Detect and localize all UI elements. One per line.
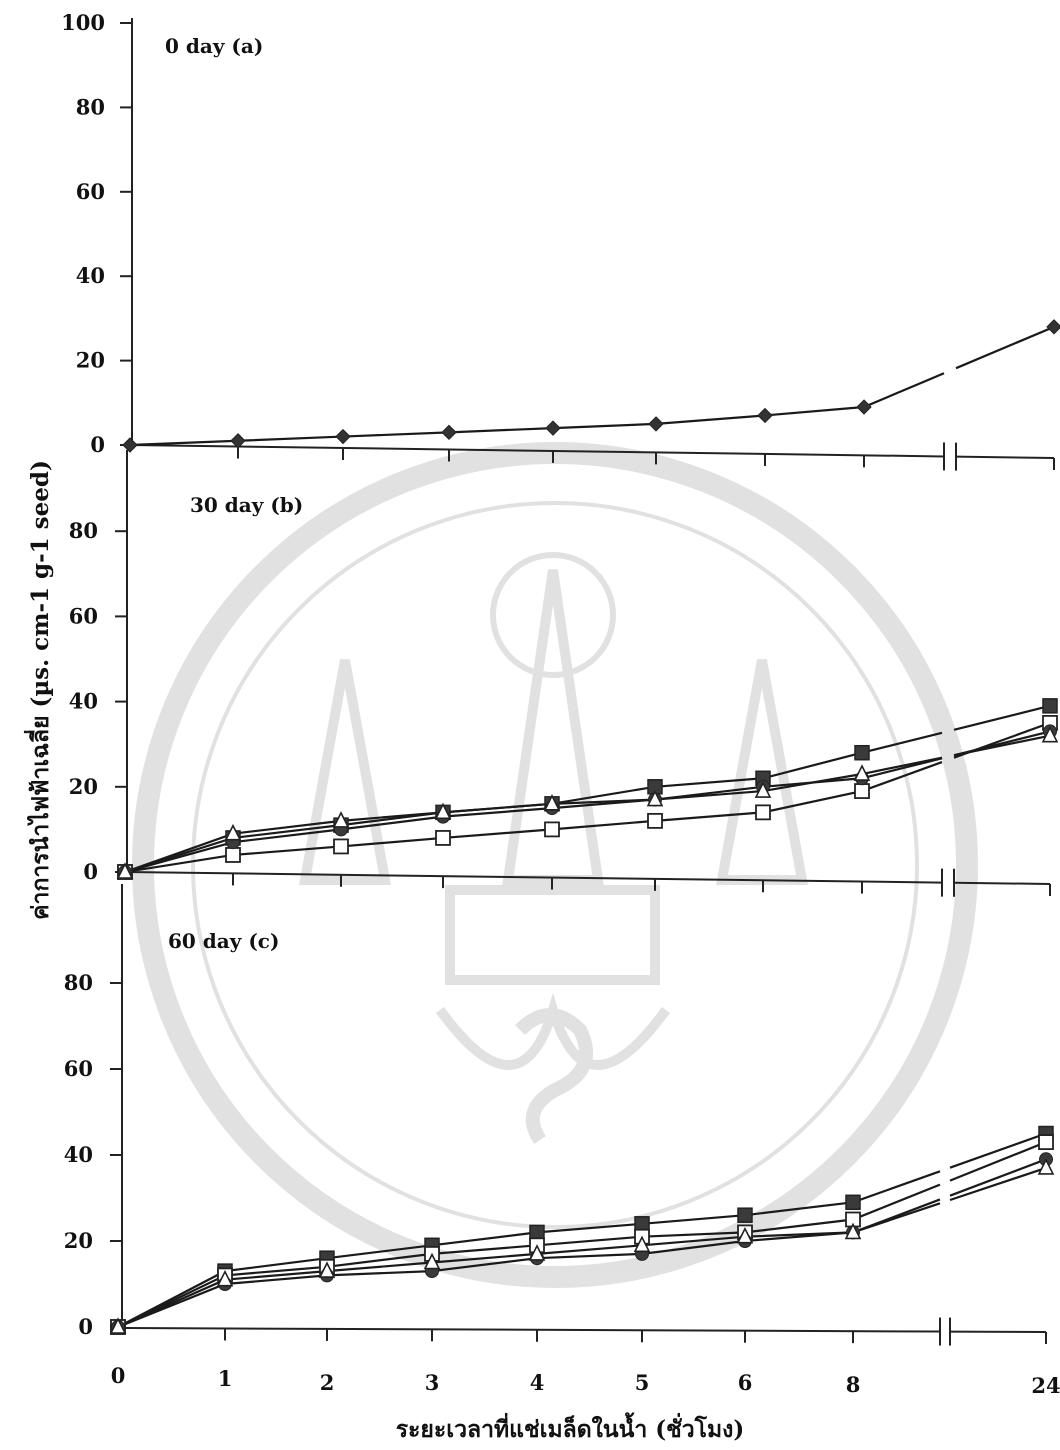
data-point [755,804,771,821]
data-point [224,823,242,841]
data-point [216,1269,234,1287]
data-point [122,437,138,453]
y-tick-label: 20 [76,348,105,373]
data-point [332,811,350,828]
data-point [634,1216,650,1232]
x-tick-label: 1 [218,1366,233,1391]
data-point [844,1222,862,1240]
y-tick-label: 80 [64,970,93,995]
data-point [736,1226,754,1244]
data-point [318,1261,336,1278]
y-tick-label: 0 [90,432,105,457]
y-tick-label: 80 [76,94,105,119]
data-point [1041,725,1059,743]
data-point [1042,698,1058,714]
data-point [647,812,663,829]
series-line [129,325,1055,447]
x-axis-line [955,455,1055,459]
data-point [633,1235,651,1253]
y-tick-label: 60 [69,603,98,628]
data-point [544,821,560,838]
x-axis-line [129,444,945,458]
data-point [423,1252,441,1270]
data-point [545,420,561,436]
data-point [1037,1158,1055,1175]
data-point [1038,1134,1054,1150]
y-tick-label: 80 [69,518,98,543]
data-point [854,783,870,799]
data-point [529,1224,545,1241]
y-axis-title: ค่าการนำไฟฟ้าเฉลี่ย (µs. cm-1 g-1 seed) [23,460,54,920]
data-point [441,424,457,441]
data-point [754,781,772,798]
y-tick-label: 0 [78,1314,93,1339]
data-point [856,399,872,415]
panel-label-c: 60 day (c) [168,929,279,953]
panel-label-b: 30 day (b) [190,493,303,517]
y-tick-label: 40 [76,263,105,288]
watermark-seal [132,442,978,1288]
x-tick-label: 2 [320,1370,335,1395]
data-point [109,1317,127,1334]
x-tick-label: 6 [738,1370,753,1395]
y-tick-label: 60 [64,1056,93,1081]
y-tick-label: 40 [69,689,98,714]
series-markers [109,319,1060,1335]
panel-label-a: 0 day (a) [165,34,263,58]
y-tick-label: 100 [61,10,105,35]
x-axis-line [953,881,1051,885]
series-line [117,1158,1047,1329]
data-point [845,1194,861,1211]
data-point [435,830,451,846]
y-tick-label: 20 [64,1228,93,1253]
x-tick-label: 8 [846,1372,861,1397]
series-line [117,1166,1047,1329]
x-axis-line [124,871,943,884]
y-tick-label: 40 [64,1142,93,1167]
series-lines [117,325,1055,1329]
data-point [737,1207,753,1223]
x-tick-label: 3 [425,1370,440,1395]
data-point [528,1244,546,1261]
data-point [434,802,452,820]
y-tick-label: 0 [83,859,98,884]
data-point [757,407,773,424]
x-tick-label: 0 [111,1363,126,1388]
data-point [854,744,870,761]
data-point [333,838,349,855]
data-point [1046,319,1060,335]
x-axis-title: ระยะเวลาที่แช่เมล็ดในน้ำ (ชั่วโมง) [396,1412,745,1443]
data-point [543,794,561,811]
data-point [225,847,241,863]
y-tick-label: 20 [69,774,98,799]
series-line [117,1141,1047,1328]
x-axis-line [117,1327,941,1333]
x-tick-label: 4 [530,1370,545,1395]
data-point [648,416,664,432]
data-point [230,433,246,449]
x-tick-label: 24 [1031,1373,1060,1398]
y-tick-label: 60 [76,179,105,204]
data-point [335,428,351,445]
data-point [853,764,871,781]
data-point [646,789,664,807]
x-tick-label: 5 [635,1370,650,1395]
data-point [116,862,134,879]
